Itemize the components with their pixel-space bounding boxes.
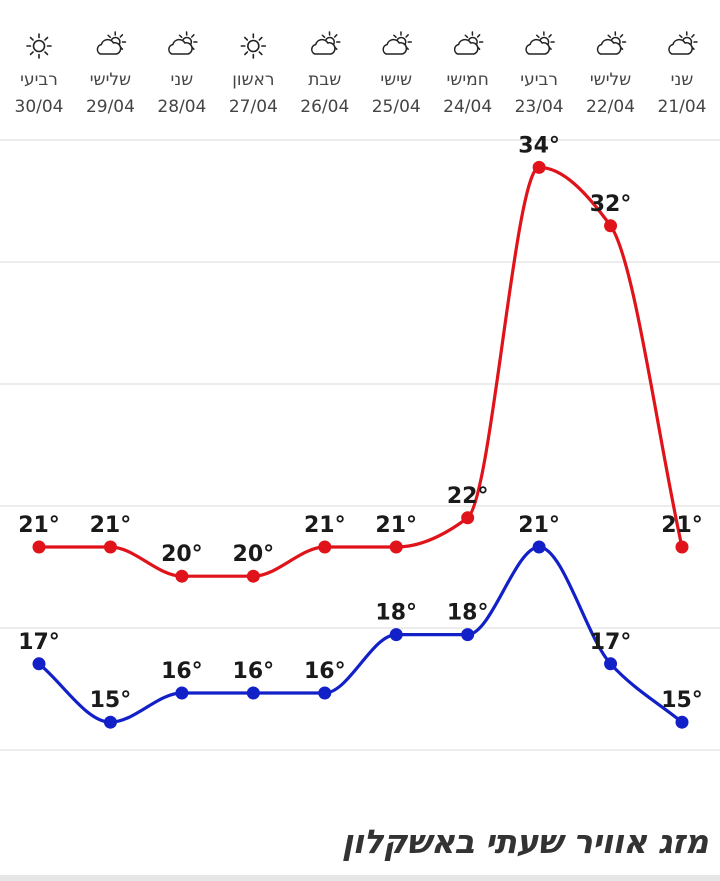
day-name: שבת	[308, 70, 341, 90]
page-title: מזג אוויר שעתי באשקלון	[341, 822, 709, 861]
max-temperature-point	[675, 540, 689, 554]
partly-cloudy-icon	[596, 31, 627, 55]
day-date: 25/04	[372, 97, 421, 117]
max-temperature-label: 34°	[518, 133, 560, 158]
min-temperature-point	[318, 686, 332, 700]
max-temperature-point	[246, 569, 260, 583]
sun-icon	[26, 33, 52, 59]
footer: מזג אוויר שעתי באשקלון	[0, 808, 720, 881]
max-temperature-point	[32, 540, 46, 554]
day-date: 23/04	[515, 97, 564, 117]
min-temperature-label: 16°	[161, 659, 203, 684]
sun-icon	[240, 33, 267, 59]
min-temperature-point	[389, 628, 403, 642]
day-name: ראשון	[232, 70, 274, 90]
series-lines	[37, 165, 684, 724]
day-date: 28/04	[157, 97, 206, 117]
min-temperature-label: 16°	[233, 659, 275, 684]
min-temperature-point	[32, 657, 46, 671]
partly-cloudy-icon	[168, 31, 198, 55]
day-name: רביעי	[520, 70, 558, 90]
max-temperature-label: 21°	[90, 513, 132, 538]
min-temperature-point	[532, 540, 546, 554]
day-column: רביעי 23/04	[515, 31, 564, 117]
grid-lines	[0, 139, 720, 751]
day-name: שלישי	[590, 70, 631, 90]
day-column: שלישי 22/04	[586, 31, 635, 117]
min-temperature-label: 18°	[375, 601, 417, 626]
partly-cloudy-icon	[453, 31, 484, 55]
max-temperature-point	[461, 511, 475, 525]
min-temperature-label: 17°	[18, 630, 60, 655]
min-temperature-label: 18°	[447, 601, 489, 626]
max-temperature-label: 20°	[161, 542, 203, 567]
min-temperature-label: 15°	[661, 688, 703, 713]
day-name: שישי	[380, 70, 412, 90]
min-temperature-label: 21°	[518, 513, 560, 538]
max-temperature-point	[532, 160, 546, 174]
day-column: שישי 25/04	[372, 31, 421, 117]
min-temperature-point	[604, 657, 618, 671]
min-temperature-point	[246, 686, 260, 700]
temperature-chart: שני 21/04 שלישי 22/04 רביעי 23/04 חמישי 24/04 שי…	[0, 31, 720, 751]
day-name: שני	[171, 70, 194, 90]
day-column: שני 21/04	[658, 31, 707, 117]
max-temperature-label: 21°	[375, 513, 417, 538]
min-temperature-line	[37, 545, 684, 724]
max-temperature-point	[175, 569, 189, 583]
day-date: 24/04	[443, 97, 492, 117]
max-temperature-label: 21°	[304, 513, 346, 538]
footer-divider	[0, 875, 720, 881]
day-date: 22/04	[586, 97, 635, 117]
max-temperature-point	[318, 540, 332, 554]
partly-cloudy-icon	[668, 31, 698, 55]
day-name: חמישי	[447, 70, 489, 90]
partly-cloudy-icon	[96, 31, 127, 55]
min-temperature-point	[175, 686, 189, 700]
series-points	[32, 160, 689, 729]
day-column: שלישי 29/04	[86, 31, 135, 117]
day-column: חמישי 24/04	[443, 31, 492, 117]
min-temperature-point	[675, 715, 689, 729]
partly-cloudy-icon	[525, 31, 555, 55]
min-temperature-label: 15°	[90, 688, 132, 713]
day-column: שני 28/04	[157, 31, 206, 117]
day-date: 26/04	[300, 97, 349, 117]
day-date: 21/04	[658, 97, 707, 117]
day-column: ראשון 27/04	[229, 33, 278, 117]
min-temperature-point	[103, 715, 117, 729]
min-temperature-label: 17°	[590, 630, 632, 655]
value-labels: 21° 32° 34° 22° 21° 21° 20° 20° 21° 21° 15° 17° 21° 1…	[18, 133, 703, 713]
max-temperature-point	[604, 219, 618, 233]
day-date: 29/04	[86, 97, 135, 117]
max-temperature-label: 22°	[447, 484, 489, 509]
max-temperature-line	[37, 165, 684, 578]
forecast-header: שני 21/04 שלישי 22/04 רביעי 23/04 חמישי 24/04 שי…	[15, 31, 707, 117]
day-date: 30/04	[15, 97, 64, 117]
min-temperature-label: 16°	[304, 659, 346, 684]
day-name: שלישי	[90, 70, 131, 90]
max-temperature-point	[103, 540, 117, 554]
max-temperature-label: 21°	[18, 513, 60, 538]
partly-cloudy-icon	[311, 31, 341, 55]
day-date: 27/04	[229, 97, 278, 117]
day-column: רביעי 30/04	[15, 33, 64, 117]
max-temperature-point	[389, 540, 403, 554]
day-column: שבת 26/04	[300, 31, 349, 117]
min-temperature-point	[461, 628, 475, 642]
max-temperature-label: 21°	[661, 513, 703, 538]
max-temperature-label: 32°	[590, 192, 632, 217]
max-temperature-label: 20°	[233, 542, 275, 567]
day-name: רביעי	[20, 70, 58, 90]
day-name: שני	[671, 70, 694, 90]
partly-cloudy-icon	[382, 31, 412, 55]
